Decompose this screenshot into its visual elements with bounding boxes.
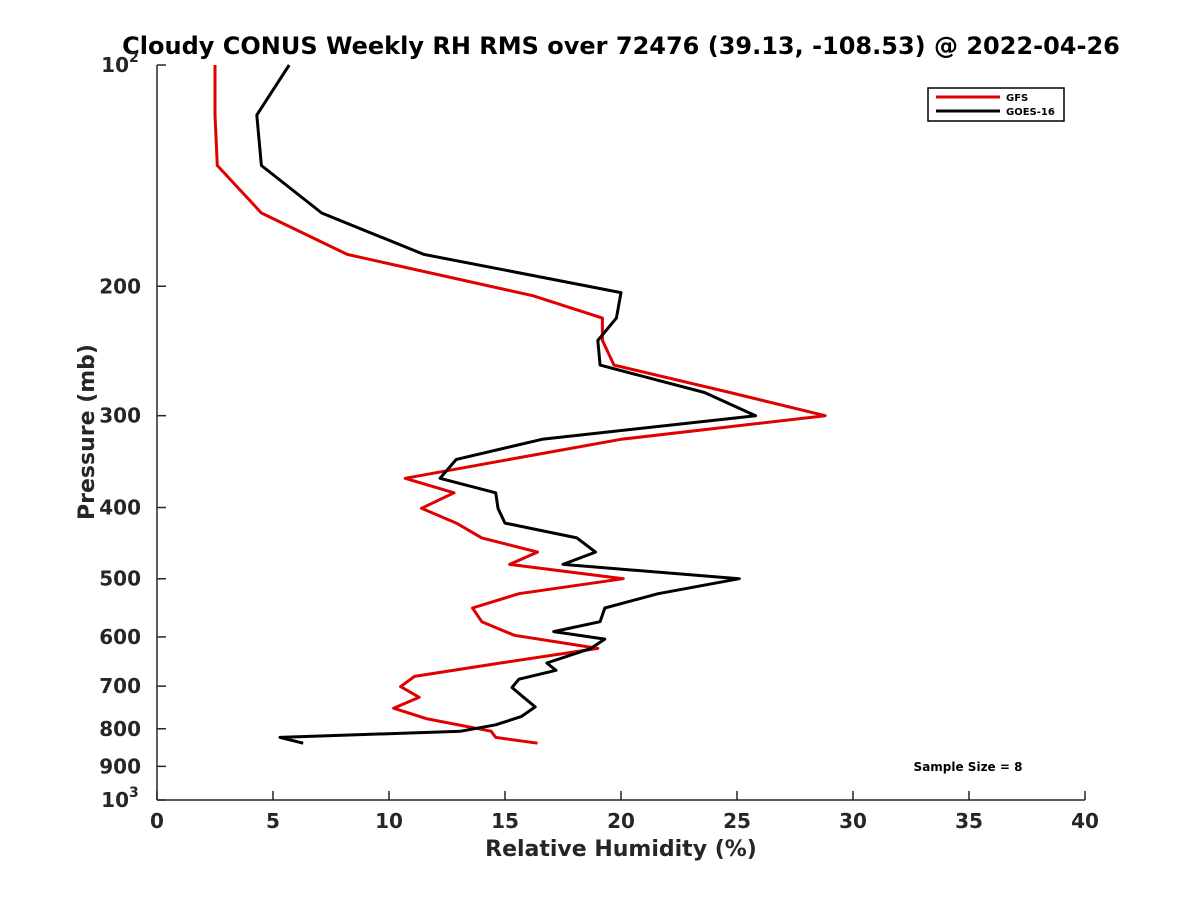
y-tick-label: 700 xyxy=(99,674,141,698)
y-axis-label: Pressure (mb) xyxy=(75,344,100,520)
y-tick-exponent: 2 xyxy=(129,50,139,66)
x-tick-label: 40 xyxy=(1071,809,1099,833)
x-tick-label: 10 xyxy=(375,809,403,833)
y-tick-label: 300 xyxy=(99,404,141,428)
legend-box xyxy=(927,87,1065,122)
legend-label: GOES-16 xyxy=(1006,107,1055,118)
series-line-gfs xyxy=(213,65,827,745)
series-line-goes-16 xyxy=(255,64,758,745)
y-tick-label: 200 xyxy=(99,274,141,298)
sample-size-annotation: Sample Size = 8 xyxy=(914,760,1023,774)
series-layer xyxy=(213,64,827,745)
y-tick-label: 900 xyxy=(99,754,141,778)
x-tick-label: 0 xyxy=(150,809,164,833)
y-tick-exponent: 3 xyxy=(129,785,139,801)
y-tick-label: 800 xyxy=(99,717,141,741)
y-tick-label: 10 xyxy=(101,53,129,77)
x-tick-label: 25 xyxy=(723,809,751,833)
chart-title: Cloudy CONUS Weekly RH RMS over 72476 (3… xyxy=(122,32,1120,60)
x-tick-label: 20 xyxy=(607,809,635,833)
x-tick-label: 35 xyxy=(955,809,983,833)
y-tick-label: 10 xyxy=(101,788,129,812)
y-tick-label: 600 xyxy=(99,625,141,649)
y-tick-label: 500 xyxy=(99,567,141,591)
x-axis-label: Relative Humidity (%) xyxy=(485,837,757,862)
legend-label: GFS xyxy=(1006,93,1028,104)
x-tick-label: 30 xyxy=(839,809,867,833)
legend: GFS GOES-16 xyxy=(927,87,1065,122)
y-tick-label: 400 xyxy=(99,496,141,520)
x-tick-label: 5 xyxy=(266,809,280,833)
x-tick-label: 15 xyxy=(491,809,519,833)
